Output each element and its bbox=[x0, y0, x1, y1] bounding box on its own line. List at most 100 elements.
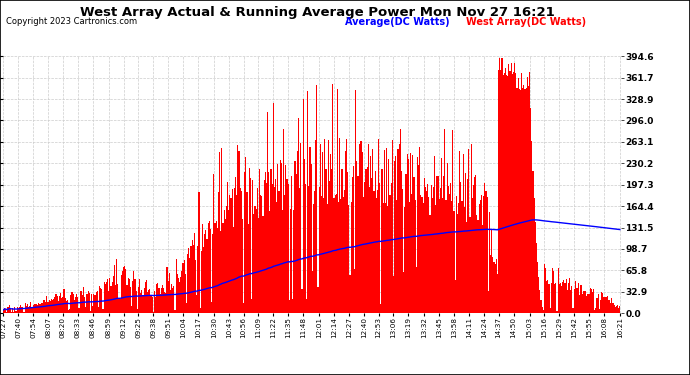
Bar bbox=[304, 159, 305, 313]
Bar bbox=[435, 205, 436, 313]
Bar bbox=[15, 311, 17, 313]
Bar bbox=[236, 195, 237, 313]
Bar bbox=[68, 310, 69, 313]
Bar bbox=[403, 272, 404, 313]
Bar bbox=[453, 211, 455, 313]
Bar bbox=[110, 286, 112, 313]
Bar bbox=[516, 88, 518, 313]
Bar bbox=[568, 284, 569, 313]
Bar bbox=[39, 304, 41, 313]
Bar bbox=[106, 282, 107, 313]
Bar bbox=[243, 303, 244, 313]
Bar bbox=[344, 190, 345, 313]
Bar bbox=[178, 278, 179, 313]
Bar bbox=[159, 294, 161, 313]
Bar bbox=[328, 140, 329, 313]
Bar bbox=[237, 146, 239, 313]
Bar bbox=[497, 273, 498, 313]
Bar bbox=[455, 280, 456, 313]
Bar bbox=[602, 293, 603, 313]
Bar bbox=[119, 299, 121, 313]
Bar bbox=[28, 307, 29, 313]
Bar bbox=[308, 186, 309, 313]
Bar bbox=[182, 263, 184, 313]
Bar bbox=[148, 290, 149, 313]
Bar bbox=[609, 300, 610, 313]
Bar bbox=[104, 282, 105, 313]
Bar bbox=[387, 206, 388, 313]
Bar bbox=[57, 296, 58, 313]
Bar bbox=[132, 280, 133, 313]
Bar bbox=[229, 195, 230, 313]
Bar bbox=[81, 291, 82, 313]
Bar bbox=[86, 294, 88, 313]
Bar bbox=[299, 188, 300, 313]
Bar bbox=[309, 147, 310, 313]
Bar bbox=[220, 231, 221, 313]
Bar bbox=[307, 91, 308, 313]
Bar bbox=[434, 156, 435, 313]
Bar bbox=[354, 268, 355, 313]
Bar bbox=[610, 303, 611, 313]
Bar bbox=[13, 312, 14, 313]
Bar bbox=[269, 211, 270, 313]
Bar bbox=[179, 282, 180, 313]
Bar bbox=[244, 172, 246, 313]
Bar bbox=[224, 210, 225, 313]
Bar bbox=[323, 198, 324, 313]
Bar bbox=[606, 297, 607, 313]
Bar bbox=[439, 200, 440, 313]
Bar bbox=[384, 150, 385, 313]
Bar bbox=[595, 308, 596, 313]
Bar bbox=[188, 248, 189, 313]
Bar bbox=[70, 295, 72, 313]
Bar bbox=[337, 88, 338, 313]
Bar bbox=[585, 291, 586, 313]
Bar bbox=[142, 295, 144, 313]
Bar bbox=[432, 198, 433, 313]
Bar bbox=[168, 273, 170, 313]
Bar bbox=[589, 288, 591, 313]
Bar bbox=[133, 272, 135, 313]
Bar bbox=[324, 139, 326, 313]
Bar bbox=[546, 281, 547, 313]
Bar bbox=[499, 57, 500, 313]
Bar bbox=[465, 173, 466, 313]
Bar bbox=[137, 309, 138, 313]
Bar bbox=[199, 308, 201, 313]
Bar bbox=[530, 108, 531, 313]
Bar bbox=[552, 268, 553, 313]
Bar bbox=[348, 205, 349, 313]
Bar bbox=[235, 177, 236, 313]
Bar bbox=[314, 191, 315, 313]
Bar bbox=[233, 226, 234, 313]
Bar bbox=[520, 90, 521, 313]
Bar bbox=[227, 182, 228, 313]
Bar bbox=[72, 294, 74, 313]
Bar bbox=[316, 85, 317, 313]
Bar bbox=[486, 198, 488, 313]
Bar bbox=[88, 293, 90, 313]
Bar bbox=[391, 183, 392, 313]
Bar bbox=[420, 195, 422, 313]
Bar bbox=[466, 222, 467, 313]
Bar bbox=[428, 196, 429, 313]
Bar bbox=[355, 90, 356, 313]
Text: Copyright 2023 Cartronics.com: Copyright 2023 Cartronics.com bbox=[6, 17, 137, 26]
Bar bbox=[569, 279, 570, 313]
Bar bbox=[122, 271, 123, 313]
Bar bbox=[446, 163, 448, 313]
Bar bbox=[554, 284, 555, 313]
Bar bbox=[93, 294, 95, 313]
Bar bbox=[17, 308, 18, 313]
Bar bbox=[538, 278, 539, 313]
Bar bbox=[90, 310, 91, 313]
Bar bbox=[596, 298, 598, 313]
Bar bbox=[426, 190, 427, 313]
Bar bbox=[415, 267, 417, 313]
Bar bbox=[551, 284, 552, 313]
Bar bbox=[206, 239, 208, 313]
Bar bbox=[333, 198, 335, 313]
Bar bbox=[493, 261, 495, 313]
Bar bbox=[12, 308, 13, 313]
